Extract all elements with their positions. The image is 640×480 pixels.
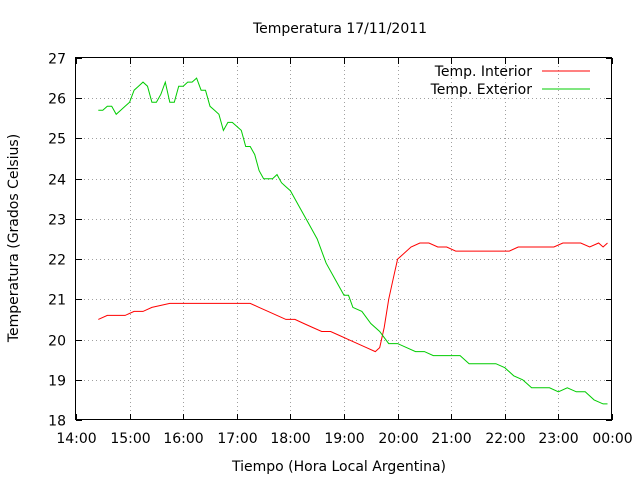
x-tick-label: 15:00 [110, 431, 150, 447]
y-tick-label: 22 [48, 253, 66, 269]
x-tick-label: 19:00 [324, 431, 364, 447]
plot-frame [75, 57, 612, 420]
x-tick-label: 18:00 [270, 431, 310, 447]
chart-title: Temperatura 17/11/2011 [252, 21, 427, 37]
y-tick-label: 19 [48, 374, 66, 390]
y-tick-label: 23 [48, 213, 66, 229]
y-tick-label: 27 [48, 52, 66, 68]
series-line-interior [98, 242, 608, 353]
series-lines [98, 77, 608, 405]
y-tick-label: 18 [48, 414, 66, 430]
y-tick-label: 20 [48, 334, 66, 350]
x-tick-label: 16:00 [163, 431, 203, 447]
grid [76, 58, 612, 420]
legend-label-exterior: Temp. Exterior [430, 82, 533, 98]
x-axis-label: Tiempo (Hora Local Argentina) [231, 459, 446, 475]
x-axis-ticks: 14:00 15:00 16:00 17:00 18:00 19:00 20:00 21:00… [56, 58, 633, 447]
x-tick-label: 20:00 [378, 431, 418, 447]
legend: Temp. Interior Temp. Exterior [430, 64, 590, 98]
y-tick-label: 24 [48, 173, 66, 189]
x-tick-label: 00:00 [592, 431, 632, 447]
y-axis-ticks: 18 19 20 21 22 23 24 25 26 27 [48, 52, 612, 430]
y-tick-label: 26 [48, 92, 66, 108]
x-tick-label: 17:00 [217, 431, 257, 447]
x-tick-label: 21:00 [431, 431, 471, 447]
y-tick-label: 25 [48, 132, 66, 148]
x-tick-label: 22:00 [485, 431, 525, 447]
y-axis-label: Temperatura (Grados Celsius) [6, 134, 22, 343]
series-line-exterior [98, 77, 608, 405]
legend-label-interior: Temp. Interior [434, 64, 533, 80]
x-tick-label: 14:00 [56, 431, 96, 447]
y-tick-label: 21 [48, 293, 66, 309]
x-tick-label: 23:00 [538, 431, 578, 447]
